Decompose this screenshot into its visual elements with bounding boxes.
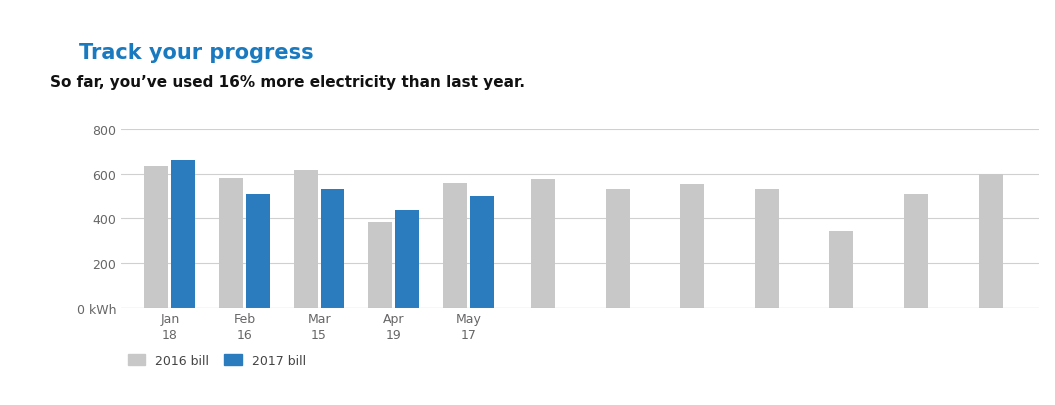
Legend: 2016 bill, 2017 bill: 2016 bill, 2017 bill xyxy=(128,354,306,367)
Bar xyxy=(904,194,928,308)
Bar xyxy=(396,211,419,308)
Bar xyxy=(219,179,243,308)
Bar xyxy=(606,190,630,308)
Bar xyxy=(531,180,555,308)
Bar xyxy=(829,231,853,308)
Bar xyxy=(145,166,169,308)
Bar xyxy=(755,190,779,308)
Bar xyxy=(321,190,344,308)
Bar xyxy=(368,222,392,308)
Bar xyxy=(469,196,494,308)
Bar xyxy=(171,161,195,308)
Bar xyxy=(680,184,704,308)
Bar xyxy=(293,171,318,308)
Bar xyxy=(246,194,270,308)
Text: Track your progress: Track your progress xyxy=(79,43,313,62)
Text: So far, you’ve used 16% more electricity than last year.: So far, you’ve used 16% more electricity… xyxy=(50,75,525,90)
Bar xyxy=(443,183,466,308)
Bar xyxy=(979,174,1002,308)
